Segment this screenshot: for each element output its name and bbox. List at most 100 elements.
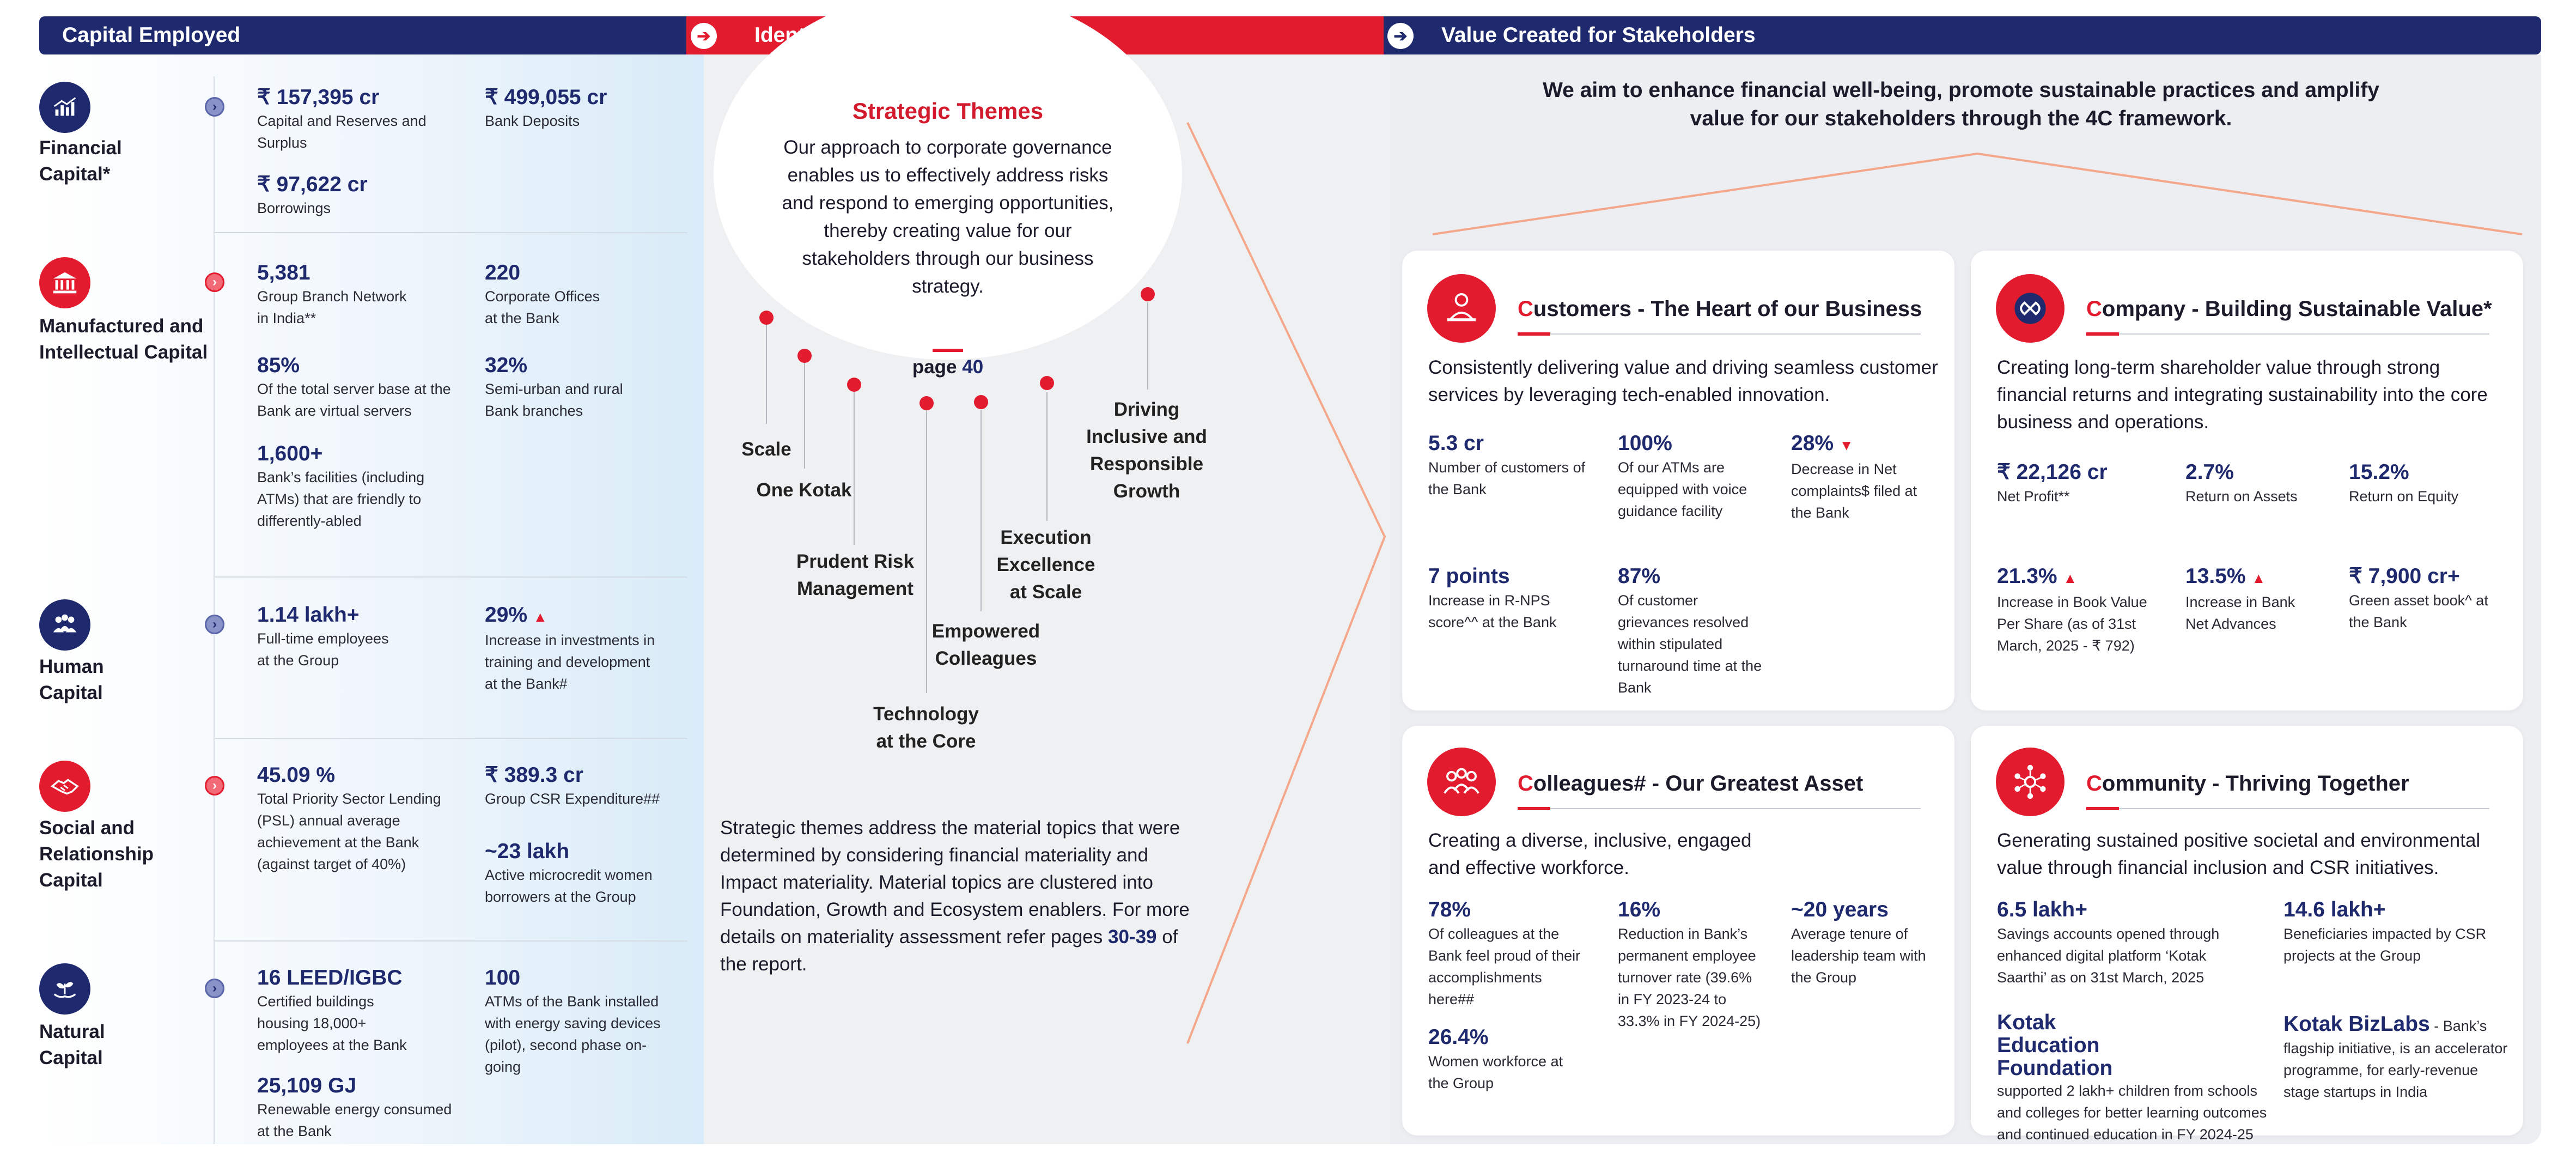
theme-dot (847, 378, 861, 392)
intro-statement: We aim to enhance financial well-being, … (1543, 78, 2379, 130)
theme-scale: Scale (741, 439, 791, 460)
card-customers (1402, 251, 1954, 710)
theme-driving-inclusive-growth: Driving Inclusive and Responsible Growth (1086, 399, 1207, 502)
theme-dot (1141, 287, 1155, 301)
theme-dot (919, 396, 934, 410)
card-desc-company: Creating long-term shareholder value thr… (1997, 357, 2488, 433)
pages-link[interactable]: 30-39 (1108, 926, 1157, 948)
theme-dot (797, 349, 812, 363)
metric-financial-1: ₹ 157,395 cr Capital and Reserves and Su… (257, 86, 427, 151)
metric-natural-1: 16 LEED/IGBC Certified buildings housing… (257, 966, 407, 1053)
card-title-customers: Customers - The Heart of our Business (1518, 297, 1922, 321)
metric-colleagues-3: ~20 years Average tenure of leadership t… (1791, 898, 1926, 986)
metric-customers-4: 7 points Increase in R-NPS score^^ at th… (1428, 564, 1557, 630)
arrow-right-icon: ➔ (691, 23, 717, 49)
theme-dot (759, 311, 774, 325)
header-value-created: Value Created for Stakeholders (1384, 16, 2541, 54)
timeline-line (214, 76, 215, 1144)
metric-natural-2: 100 ATMs of the Bank installed with ener… (485, 966, 661, 1075)
metric-colleagues-1: 78% Of colleagues at the Bank feel proud… (1428, 898, 1581, 1007)
community-network-icon (1996, 748, 2065, 816)
materiality-paragraph: Strategic themes address the material to… (720, 817, 1190, 975)
kotak-logo-icon (1996, 274, 2065, 343)
themes-circle (714, 0, 1182, 360)
metric-human-2: 29% ▲ Increase in investments in trainin… (485, 603, 655, 692)
card-desc-community: Generating sustained positive societal a… (1997, 830, 2481, 878)
metric-manufactured-2: 220 Corporate Offices at the Bank (485, 261, 600, 326)
colleagues-icon (1427, 748, 1496, 816)
card-desc-colleagues: Creating a diverse, inclusive, engaged a… (1428, 830, 1752, 878)
roof-divider (1432, 152, 2523, 235)
card-community (1971, 726, 2523, 1135)
header-capital-employed: Capital Employed (39, 16, 720, 54)
manufactured-capital-icon (39, 257, 90, 308)
capital-employed-panel (39, 54, 704, 1144)
arrow-bullet-icon: › (205, 97, 224, 117)
customer-service-icon (1427, 274, 1496, 343)
metric-company-5: 13.5% ▲ Increase in Bank Net Advances (2185, 564, 2295, 632)
capital-name-human: Human Capital (39, 656, 104, 703)
increase-arrow-icon: ▲ (2251, 570, 2266, 586)
metric-customers-5: 87% Of customer grievances resolved with… (1618, 564, 1762, 696)
metric-human-1: 1.14 lakh+ Full-time employees at the Gr… (257, 603, 389, 669)
metric-company-1: ₹ 22,126 cr Net Profit** (1997, 460, 2108, 505)
metric-colleagues-4: 26.4% Women workforce at the Group (1428, 1025, 1563, 1091)
increase-arrow-icon: ▲ (533, 609, 547, 625)
card-title-company: Company - Building Sustainable Value* (2086, 297, 2492, 321)
metric-manufactured-5: 1,600+ Bank’s facilities (including ATMs… (257, 442, 425, 529)
theme-dot (1040, 376, 1054, 390)
metric-financial-3: ₹ 97,622 cr Borrowings (257, 173, 368, 216)
metric-social-3: ~23 lakh Active microcredit women borrow… (485, 840, 653, 905)
social-capital-icon (39, 761, 90, 812)
theme-technology-at-the-core: Technology at the Core (873, 703, 979, 752)
decrease-arrow-icon: ▼ (1839, 437, 1854, 453)
arrow-bullet-icon: › (205, 615, 224, 634)
metric-manufactured-1: 5,381 Group Branch Network in India** (257, 261, 407, 326)
chevron-divider (1186, 122, 1386, 1044)
capital-name-financial: Financial Capital* (39, 137, 122, 185)
metric-social-1: 45.09 % Total Priority Sector Lending (P… (257, 763, 441, 872)
divider (214, 940, 687, 942)
strategic-themes-body: Our approach to corporate governance ena… (782, 137, 1114, 297)
metric-company-2: 2.7% Return on Assets (2185, 460, 2298, 505)
metric-company-6: ₹ 7,900 cr+ Green asset book^ at the Ban… (2349, 564, 2488, 630)
strategic-themes-title: Strategic Themes (852, 98, 1044, 124)
metric-community-2: 14.6 lakh+ Beneficiaries impacted by CSR… (2283, 898, 2487, 964)
natural-capital-icon (39, 963, 90, 1015)
arrow-bullet-icon: › (205, 979, 224, 998)
metric-manufactured-3: 85% Of the total server base at the Bank… (257, 354, 451, 419)
metric-manufactured-4: 32% Semi-urban and rural Bank branches (485, 354, 623, 419)
divider (214, 738, 687, 739)
metric-customers-1: 5.3 cr Number of customers of the Bank (1428, 432, 1586, 497)
metric-company-3: 15.2% Return on Equity (2349, 460, 2459, 505)
card-company (1971, 251, 2523, 710)
metric-customers-3: 28% ▼ Decrease in Net complaints$ filed … (1791, 432, 1917, 521)
page-reference-link[interactable]: page 40 (893, 349, 1002, 378)
metric-social-2: ₹ 389.3 cr Group CSR Expenditure## (485, 763, 660, 807)
metric-company-4: 21.3% ▲ Increase in Book Value Per Share… (1997, 564, 2147, 654)
card-colleagues (1402, 726, 1954, 1135)
theme-one-kotak: One Kotak (756, 479, 852, 501)
theme-execution-excellence: Execution Excellence at Scale (996, 527, 1095, 603)
metric-natural-3: 25,109 GJ Renewable energy consumed at t… (257, 1074, 452, 1139)
divider (214, 576, 687, 578)
metric-community-3: Kotak Education Foundation supported 2 l… (1997, 1011, 2267, 1143)
metric-colleagues-2: 16% Reduction in Bank’s permanent employ… (1618, 898, 1761, 1029)
theme-dot (974, 395, 988, 409)
capital-name-social: Social and Relationship Capital (39, 817, 154, 891)
divider (214, 232, 687, 233)
card-title-colleagues: Colleagues# - Our Greatest Asset (1518, 772, 1864, 795)
human-capital-icon (39, 599, 90, 651)
metric-community-4: Kotak BizLabs - Bank’s flagship initiati… (2283, 1012, 2508, 1100)
card-title-community: Community - Thriving Together (2086, 772, 2409, 795)
financial-capital-icon (39, 82, 90, 133)
metric-community-1: 6.5 lakh+ Savings accounts opened throug… (1997, 898, 2220, 986)
increase-arrow-icon: ▲ (2063, 570, 2078, 586)
capital-name-natural: Natural Capital (39, 1021, 105, 1068)
capital-name-manufactured: Manufactured and Intellectual Capital (39, 315, 208, 363)
metric-customers-2: 100% Of our ATMs are equipped with voice… (1618, 432, 1747, 519)
arrow-right-icon: ➔ (1387, 23, 1414, 49)
arrow-bullet-icon: › (205, 272, 224, 292)
theme-prudent-risk-management: Prudent Risk Management (796, 551, 914, 599)
theme-empowered-colleagues: Empowered Colleagues (931, 621, 1040, 669)
